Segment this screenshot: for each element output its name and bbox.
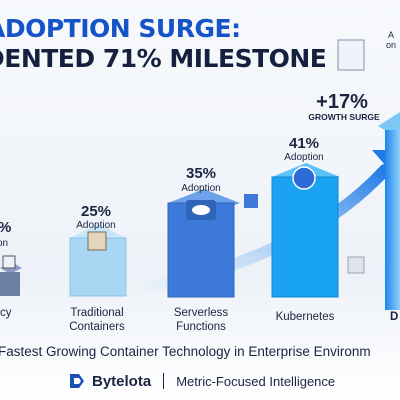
bar-legacy-front bbox=[0, 272, 20, 296]
highlight-sub-label: GROWTH SURGE bbox=[308, 112, 380, 122]
category-label-right: D bbox=[390, 311, 398, 323]
category-label-serverless: Serverless bbox=[174, 307, 229, 319]
bar-legacy-cap-icon bbox=[2, 255, 16, 269]
traditional-sub-label: Adoption bbox=[76, 220, 115, 231]
brand: Bytelota Metric-Focused Intelligence bbox=[68, 370, 335, 392]
brand-name: Bytelota bbox=[92, 372, 152, 390]
category-label-serverless-2: Functions bbox=[176, 321, 226, 333]
floating-cube-icon-2 bbox=[347, 256, 365, 274]
floating-cube-icon bbox=[244, 194, 258, 208]
bar-right-front bbox=[385, 130, 400, 310]
top-right-label-2: on bbox=[386, 40, 396, 50]
cloud-icon bbox=[192, 205, 210, 215]
serverless-value-label: 35% bbox=[186, 165, 216, 182]
kubernetes-sub-label: Adoption bbox=[284, 152, 323, 163]
legacy-value-label: % bbox=[0, 219, 11, 236]
kubernetes-value-label: 41% bbox=[289, 135, 319, 152]
top-right-label-1: A bbox=[388, 30, 394, 40]
legacy-sub-label: on bbox=[0, 238, 8, 249]
chart-title-line1: ADOPTION SURGE: bbox=[0, 14, 241, 43]
kubernetes-helm-icon bbox=[292, 166, 316, 190]
category-labels: cy Traditional Containers Serverless Fun… bbox=[0, 307, 398, 333]
category-label-traditional: Traditional bbox=[70, 307, 123, 319]
floating-container-icon bbox=[337, 39, 365, 71]
chart-title-line2: DENTED 71% MILESTONE bbox=[0, 44, 327, 73]
brand-divider bbox=[163, 373, 165, 389]
highlight-value-label: +17% bbox=[316, 91, 368, 113]
traditional-value-label: 25% bbox=[81, 203, 111, 220]
brand-tagline: Metric-Focused Intelligence bbox=[176, 373, 336, 389]
category-label-kubernetes: Kubernetes bbox=[276, 311, 335, 323]
bytelota-logo-icon bbox=[70, 374, 84, 388]
container-cube-icon bbox=[87, 231, 107, 251]
category-label-traditional-2: Containers bbox=[69, 321, 125, 333]
footer-caption: Fastest Growing Container Technology in … bbox=[0, 344, 371, 359]
bar-kubernetes-front bbox=[271, 176, 339, 298]
serverless-sub-label: Adoption bbox=[181, 183, 220, 194]
category-label-legacy: cy bbox=[0, 307, 12, 319]
